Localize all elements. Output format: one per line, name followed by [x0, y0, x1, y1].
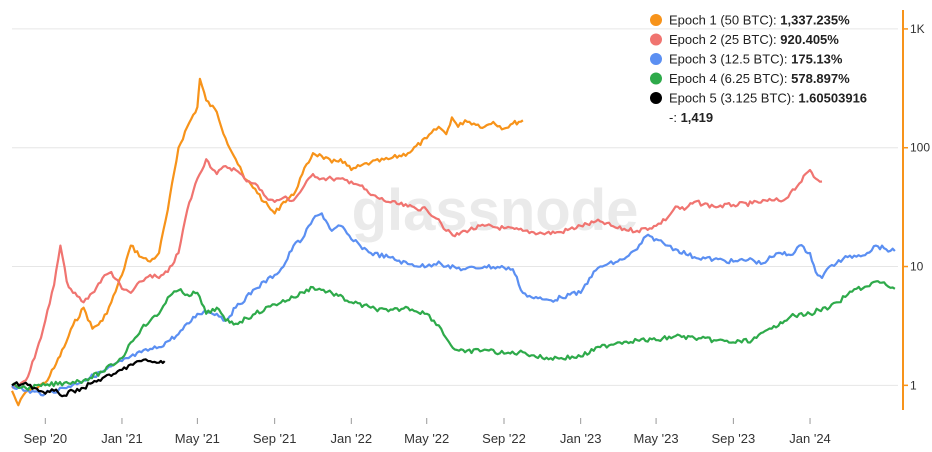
legend-entry-name: Epoch 3 (12.5 BTC):	[669, 52, 791, 67]
legend-entry: Epoch 1 (50 BTC): 1,337.235%	[669, 13, 850, 28]
legend-entry-value: 920.405%	[780, 32, 839, 47]
x-tick-label: Sep '23	[712, 431, 756, 446]
x-tick-label: May '23	[634, 431, 679, 446]
series-line	[11, 280, 896, 391]
series-line	[10, 77, 524, 407]
y-tick-label: 1	[910, 378, 917, 392]
y-axis-ticks: 1K 100 10 1	[903, 22, 930, 392]
legend-extra-line: -: 1,419	[669, 110, 713, 125]
legend-entry-name: Epoch 1 (50 BTC):	[669, 13, 780, 28]
x-tick-label: May '21	[175, 431, 220, 446]
x-tick-label: Jan '21	[101, 431, 143, 446]
legend-dot	[650, 92, 662, 104]
legend-dot	[650, 14, 662, 26]
legend-entry-name: Epoch 2 (25 BTC):	[669, 32, 780, 47]
legend-entry: Epoch 5 (3.125 BTC): 1.60503916	[669, 91, 867, 106]
legend-entry: Epoch 4 (6.25 BTC): 578.897%	[669, 71, 850, 86]
legend-entry-value: 1,337.235%	[780, 13, 850, 28]
legend: Epoch 1 (50 BTC): 1,337.235%Epoch 2 (25 …	[650, 13, 867, 125]
y-tick-label: 100	[910, 141, 930, 155]
legend-entry-value: 578.897%	[791, 71, 850, 86]
legend-entry-value: 175.13%	[791, 52, 843, 67]
series-line	[11, 358, 166, 398]
x-tick-label: Sep '21	[253, 431, 297, 446]
watermark: glassnode	[352, 178, 639, 243]
legend-dot	[650, 53, 662, 65]
series-line	[11, 212, 896, 397]
x-axis-ticks: Sep '20 Jan '21 May '21 Sep '21 Jan '22 May '…	[23, 418, 831, 446]
legend-entry-name: Epoch 4 (6.25 BTC):	[669, 71, 791, 86]
y-tick-label: 10	[910, 260, 924, 274]
series-lines	[10, 77, 896, 407]
legend-entry: Epoch 2 (25 BTC): 920.405%	[669, 32, 839, 47]
legend-entry-name: Epoch 5 (3.125 BTC):	[669, 91, 798, 106]
x-tick-label: Jan '23	[560, 431, 602, 446]
x-tick-label: May '22	[404, 431, 449, 446]
x-tick-label: Jan '24	[789, 431, 831, 446]
x-tick-label: Sep '20	[23, 431, 67, 446]
x-tick-label: Sep '22	[482, 431, 526, 446]
y-tick-label: 1K	[910, 22, 925, 36]
legend-dot	[650, 72, 662, 85]
series-line	[11, 158, 823, 389]
legend-entry-value: 1.60503916	[798, 91, 867, 106]
legend-dot	[650, 33, 662, 46]
legend-entry: Epoch 3 (12.5 BTC): 175.13%	[669, 52, 843, 67]
x-tick-label: Jan '22	[331, 431, 373, 446]
